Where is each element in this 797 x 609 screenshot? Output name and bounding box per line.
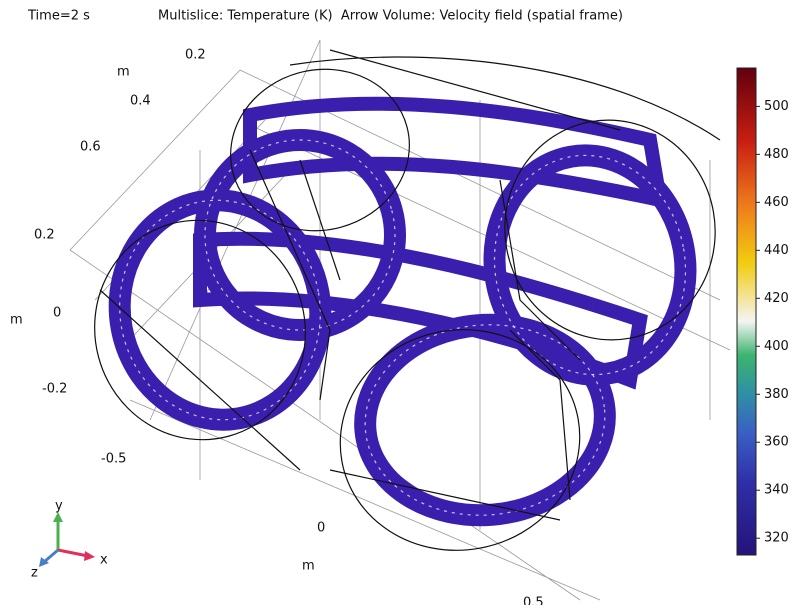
axis-label: 0.2 [34, 228, 55, 243]
colorbar-tick-label: 420 [764, 291, 789, 306]
triad-label: x [100, 553, 108, 568]
axis-label: 0.4 [130, 94, 151, 109]
colorbar-tick-label: 440 [764, 243, 789, 258]
plot-title: Multislice: Temperature (K) Arrow Volume… [158, 9, 623, 24]
plot-window: Time=2 s Multislice: Temperature (K) Arr… [0, 0, 797, 605]
geometry-flow [102, 104, 702, 525]
triad-label: z [31, 566, 38, 581]
axis-label: -0.5 [101, 452, 126, 467]
axis-label: 0 [53, 306, 61, 321]
colorbar [737, 68, 756, 555]
colorbar-tick-label: 340 [764, 483, 789, 498]
colorbar-tick-label: 460 [764, 195, 789, 210]
time-label: Time=2 s [27, 9, 90, 24]
triad-label: y [55, 499, 63, 514]
axis-triad: y x z [31, 499, 108, 581]
axis-label: 0.6 [80, 140, 101, 155]
axis-label: 0.2 [185, 48, 206, 63]
axis-label: m [302, 559, 315, 574]
colorbar-tick-label: 320 [764, 531, 789, 546]
colorbar-tick-label: 360 [764, 435, 789, 450]
axis-label: m [117, 65, 130, 80]
axis-label: 0.5 [523, 596, 544, 606]
colorbar-tick-label: 400 [764, 339, 789, 354]
axis-label: 0 [317, 521, 325, 536]
axis-label: m [10, 313, 23, 328]
colorbar-tick-label: 500 [764, 99, 789, 114]
colorbar-tick-label: 480 [764, 147, 789, 162]
colorbar-tick-label: 380 [764, 387, 789, 402]
axis-label: -0.2 [42, 382, 67, 397]
